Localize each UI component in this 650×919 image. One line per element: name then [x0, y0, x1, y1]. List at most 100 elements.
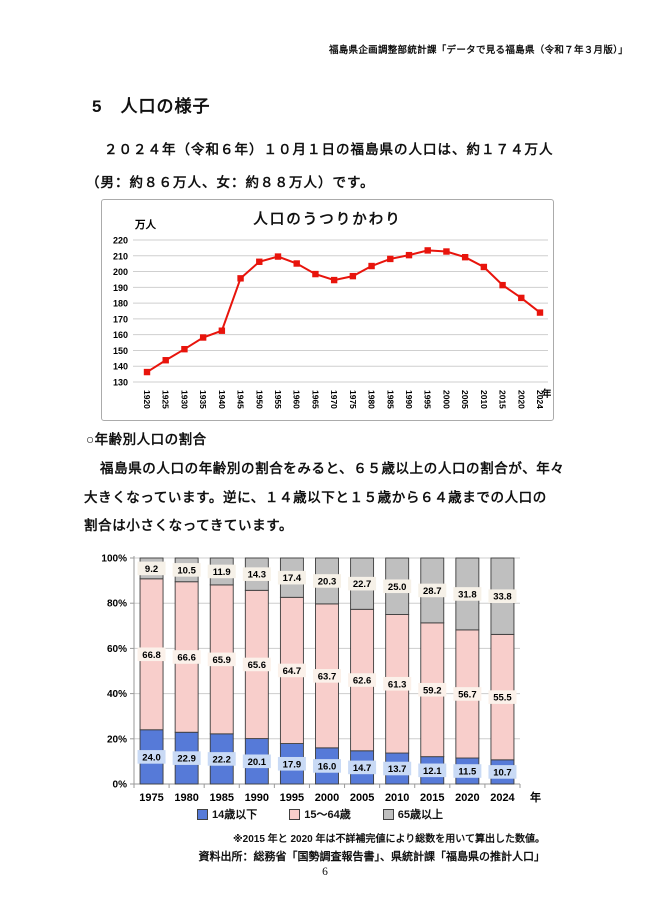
bar-value-label-bg [172, 751, 201, 765]
bar-value-label-bg [383, 676, 412, 691]
data-point-marker [181, 345, 188, 353]
legend-item-15to64: 15～64歳 [289, 806, 351, 822]
legend-label-over65: 65歳以上 [397, 809, 443, 821]
y-tick-label: 220 [113, 236, 128, 246]
x-tick-label: 1935 [198, 390, 208, 409]
bar-value-label-bg [242, 657, 271, 672]
data-point-marker [293, 260, 300, 267]
y-tick-label: 130 [113, 378, 128, 388]
x-tick-label: 2000 [315, 792, 339, 804]
bar-value-label: 62.6 [353, 676, 372, 687]
y-tick-label: 40% [107, 689, 127, 700]
bar-value-label: 64.7 [283, 666, 302, 677]
bar-value-label: 28.7 [423, 586, 442, 597]
bar-value-label-bg [207, 652, 236, 667]
data-point-marker [424, 247, 431, 254]
y-tick-label: 100% [101, 554, 127, 565]
age-distribution-bar-chart: 100% 80% 60% 40% 20% 0% 24.0 66.8 9.2 1975 22.9 66.… [90, 545, 550, 807]
legend-swatch-15to64 [289, 808, 301, 820]
data-point-marker [536, 309, 544, 316]
population-line-chart: 人口のうつりかわり 220 210 200 190 180 170 160 150 140 130… [101, 199, 554, 421]
bar-value-label-bg [242, 754, 271, 769]
bar-value-label: 65.6 [248, 660, 267, 671]
bar-value-label-bg [418, 763, 447, 778]
x-axis-unit-label: 年 [530, 790, 541, 804]
x-tick-label: 1945 [236, 390, 246, 409]
bar-value-label-bg [172, 650, 201, 664]
bar-value-label: 12.1 [423, 766, 442, 777]
bar-value-label-bg [207, 752, 236, 766]
x-tick-label: 1980 [174, 792, 198, 804]
bar-value-label: 17.9 [283, 759, 302, 770]
bar-value-label-bg [277, 756, 306, 771]
x-axis-unit-label: 年 [542, 388, 551, 400]
bar-value-label-bg [488, 765, 517, 779]
data-point-marker [162, 357, 169, 364]
bar-value-label: 61.3 [388, 679, 407, 690]
x-tick-label: 2010 [479, 390, 489, 409]
legend-swatch-under14 [197, 808, 208, 820]
x-tick-label: 1975 [348, 390, 358, 409]
bar-value-label-bg [313, 669, 341, 683]
bar-value-label: 11.5 [458, 767, 477, 778]
x-tick-label: 2020 [516, 390, 526, 409]
x-tick-label: 2005 [350, 792, 374, 804]
bar-chart-plot: 100% 80% 60% 40% 20% 0% 24.0 66.8 9.2 1975 22.9 66.… [101, 554, 541, 805]
y-tick-label: 210 [113, 251, 128, 261]
bar-value-label: 10.7 [493, 767, 512, 778]
x-tick-label: 1970 [329, 390, 339, 409]
body-line-2: 大きくなっています。逆に、１４歳以下と１５歳から６４歳までの人口の [84, 490, 547, 505]
x-tick-label: 1920 [142, 390, 152, 409]
x-tick-label: 1950 [254, 390, 264, 409]
footnote: ※2015 年と 2020 年は不詳補完値により総数を用いて算出した数値。 [232, 834, 545, 845]
legend-label-under14: 14歳以下 [212, 809, 258, 821]
bar-value-label: 20.1 [248, 757, 267, 768]
data-point-marker [199, 334, 207, 341]
x-tick-label: 1995 [280, 792, 304, 804]
data-point-marker [349, 272, 357, 280]
bar-value-label-bg [453, 764, 482, 778]
bar-value-label: 11.9 [213, 567, 231, 578]
x-tick-label: 2005 [460, 390, 470, 409]
x-tick-label: 2015 [498, 390, 508, 409]
x-tick-label: 1985 [385, 390, 395, 409]
data-point-marker [256, 258, 263, 265]
population-line [146, 249, 541, 373]
bar-chart-legend: 14歳以下 15～64歳 65歳以上 [90, 806, 550, 822]
data-point-marker [461, 253, 469, 261]
bar-value-label-bg [242, 567, 271, 581]
bar-value-label-bg [137, 750, 166, 764]
bar-value-label-bg [383, 761, 412, 776]
bar-value-label: 14.3 [248, 570, 267, 581]
y-tick-label: 190 [113, 283, 128, 293]
x-tick-label: 1980 [367, 390, 377, 409]
bar-value-label-bg [453, 687, 482, 701]
x-tick-label: 1940 [217, 390, 227, 409]
data-point-marker [480, 263, 488, 271]
bar-value-label-bg [453, 587, 482, 601]
x-tick-label: 2024 [535, 390, 545, 409]
bar-value-label: 22.2 [212, 754, 231, 765]
x-tick-label: 1995 [423, 390, 433, 409]
bar-value-label: 24.0 [142, 752, 161, 763]
x-tick-label: 2010 [385, 792, 409, 804]
bar-value-label: 55.5 [493, 693, 512, 704]
legend-item-over65: 65歳以上 [382, 806, 443, 822]
data-point-marker [499, 281, 506, 289]
x-tick-label: 1930 [179, 390, 189, 409]
bar-value-label: 25.0 [388, 582, 407, 593]
bar-value-label-bg [137, 647, 166, 662]
bar-value-label-bg [137, 561, 166, 576]
x-tick-label: 1960 [292, 390, 302, 409]
section-title: 5 人口の様子 [92, 97, 211, 116]
legend-label-15to64: 15～64歳 [304, 809, 351, 821]
y-tick-label: 60% [107, 644, 127, 655]
bar-value-label: 22.7 [353, 579, 372, 590]
bar-value-label-bg [348, 760, 377, 775]
y-tick-label: 160 [113, 330, 128, 340]
bar-value-label: 59.2 [423, 685, 442, 696]
data-point-marker [405, 251, 413, 259]
x-tick-label: 1990 [404, 390, 414, 409]
x-tick-label: 1965 [310, 390, 320, 409]
data-point-marker [143, 368, 151, 376]
